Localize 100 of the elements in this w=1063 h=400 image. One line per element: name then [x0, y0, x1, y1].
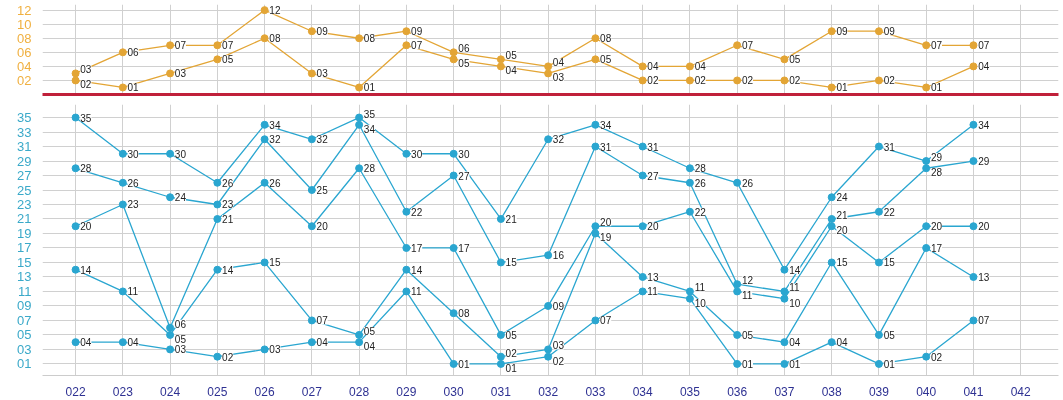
data-label: 28 — [694, 163, 707, 175]
data-label: 07 — [741, 40, 754, 52]
data-label: 08 — [600, 33, 612, 45]
data-label: 20 — [316, 221, 329, 233]
point — [307, 222, 316, 231]
point — [307, 338, 316, 347]
y-tick-label: 10 — [17, 16, 32, 32]
y-tick-label: 25 — [17, 182, 32, 198]
point — [71, 338, 80, 347]
data-label: 13 — [978, 271, 990, 283]
x-tick-label: 029 — [396, 384, 417, 399]
point — [685, 178, 694, 187]
point — [402, 265, 411, 274]
point — [733, 287, 742, 296]
data-label: 14 — [411, 264, 423, 276]
data-label: 05 — [883, 329, 896, 341]
data-label: 15 — [505, 257, 518, 269]
point — [827, 193, 836, 202]
point — [71, 164, 80, 173]
point — [402, 207, 411, 216]
point — [874, 207, 883, 216]
point — [307, 186, 316, 194]
point — [638, 171, 647, 180]
data-label: 09 — [316, 26, 329, 38]
data-label: 26 — [222, 177, 234, 189]
point — [638, 142, 647, 151]
point — [969, 62, 978, 71]
point — [969, 157, 978, 166]
point — [780, 55, 789, 64]
point — [71, 113, 80, 122]
point — [544, 352, 553, 361]
x-tick-label: 038 — [821, 384, 843, 399]
point — [969, 316, 978, 325]
point — [496, 359, 505, 368]
point — [213, 200, 222, 209]
data-label: 08 — [269, 33, 281, 45]
data-label: 07 — [600, 315, 612, 327]
point — [591, 120, 600, 129]
x-tick-label: 027 — [301, 384, 323, 399]
point — [449, 243, 458, 252]
point — [355, 113, 364, 122]
data-label: 03 — [80, 64, 92, 76]
data-label: 08 — [458, 308, 470, 320]
data-label: 01 — [458, 358, 470, 370]
data-label: 07 — [316, 315, 329, 327]
data-label: 02 — [80, 79, 92, 91]
point — [260, 345, 269, 354]
point — [780, 287, 789, 296]
y-tick-label: 02 — [17, 72, 32, 88]
data-label: 28 — [363, 163, 376, 175]
point — [544, 135, 553, 144]
data-label: 30 — [174, 148, 187, 160]
data-label: 11 — [127, 286, 139, 298]
data-label: 02 — [222, 351, 234, 363]
data-label: 22 — [883, 206, 896, 218]
y-tick-label: 01 — [17, 356, 32, 372]
y-tick-label: 12 — [17, 2, 32, 18]
point — [685, 294, 694, 303]
point — [260, 178, 269, 187]
point — [118, 287, 127, 296]
point — [307, 69, 316, 78]
point — [638, 76, 647, 85]
data-label: 14 — [80, 264, 92, 276]
data-label: 02 — [505, 347, 518, 359]
data-label: 32 — [316, 134, 329, 146]
data-label: 11 — [694, 282, 706, 294]
data-label: 28 — [80, 163, 92, 175]
data-label: 21 — [836, 209, 848, 221]
point — [260, 258, 269, 267]
x-tick-label: 022 — [65, 384, 86, 399]
point — [449, 359, 458, 368]
point — [71, 265, 80, 274]
data-label: 09 — [883, 26, 896, 38]
y-tick-label: 05 — [17, 327, 32, 343]
point — [496, 330, 505, 339]
data-label: 01 — [741, 358, 754, 370]
data-label: 28 — [930, 167, 943, 179]
data-label: 02 — [552, 355, 565, 367]
x-tick-label: 031 — [490, 384, 512, 399]
data-label: 17 — [458, 242, 470, 254]
point — [685, 76, 694, 85]
data-label: 35 — [363, 108, 376, 120]
point — [544, 251, 553, 260]
point — [213, 214, 222, 223]
point — [685, 207, 694, 216]
data-label: 09 — [836, 26, 848, 38]
point — [496, 55, 505, 64]
point — [780, 265, 789, 274]
data-label: 26 — [694, 177, 707, 189]
point — [260, 34, 269, 43]
data-label: 01 — [836, 82, 848, 94]
x-tick-label: 034 — [632, 384, 653, 399]
point — [449, 55, 458, 64]
y-tick-label: 29 — [17, 153, 32, 169]
point — [922, 243, 931, 252]
point — [591, 55, 600, 64]
point — [922, 164, 931, 173]
y-tick-label: 27 — [17, 168, 32, 184]
data-label: 34 — [363, 123, 376, 135]
point — [449, 171, 458, 180]
